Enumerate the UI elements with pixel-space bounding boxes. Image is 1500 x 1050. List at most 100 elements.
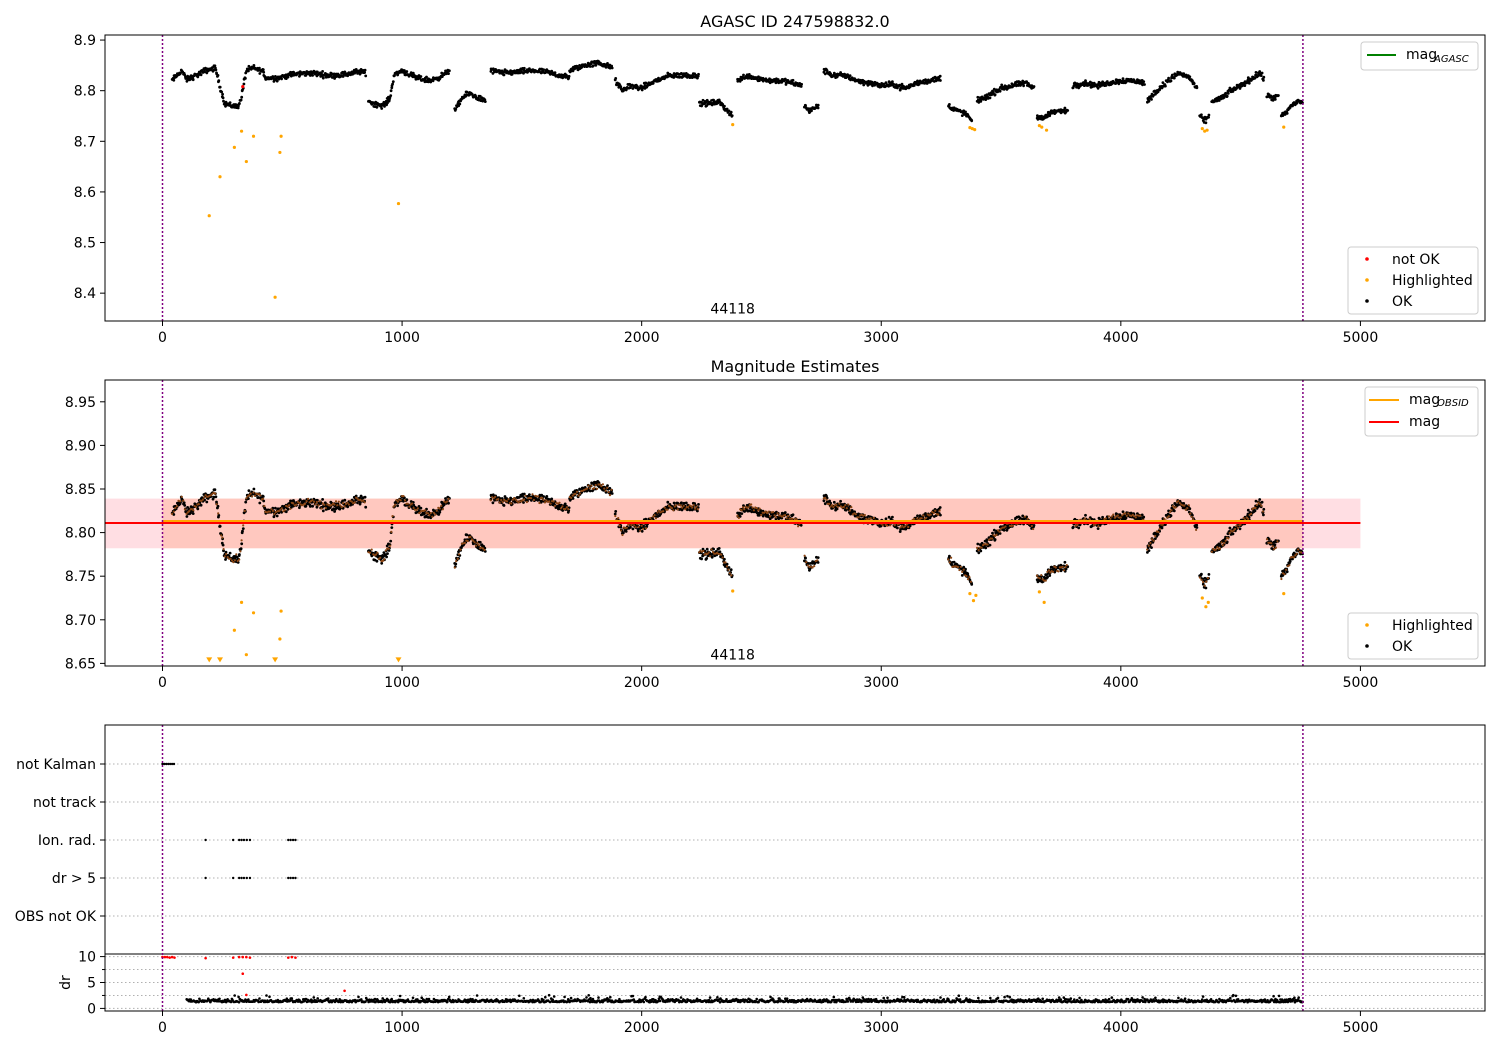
obsid-point [607, 491, 610, 494]
ok-point [804, 104, 807, 107]
ok-point [651, 81, 655, 85]
obsid-point [653, 514, 656, 517]
obsid-point [893, 524, 896, 527]
obsid-point [666, 508, 669, 511]
obsid-point [1169, 510, 1172, 513]
obsid-point [379, 556, 382, 559]
highlighted-point [1042, 600, 1046, 604]
obsid-point [1065, 564, 1068, 567]
ok-point [196, 507, 200, 511]
ok-point [712, 547, 715, 551]
ok-point [799, 85, 803, 88]
obsid-point [238, 558, 241, 561]
obsid-point [320, 507, 323, 510]
y-tick-label: 8.9 [74, 33, 96, 49]
obsid-point [543, 501, 547, 504]
obsid-point [578, 492, 582, 495]
obsid-point [1184, 508, 1187, 511]
obsid-point [1004, 525, 1007, 528]
obsid-point [524, 494, 527, 497]
obsid-point [447, 497, 450, 500]
obsid-point [755, 507, 758, 510]
obsid-point [825, 498, 828, 501]
ok-point [979, 549, 983, 553]
obsid-point [1116, 514, 1119, 517]
obsid-point [1300, 551, 1303, 554]
obsid-point [784, 514, 787, 517]
obsid-point [1258, 502, 1261, 505]
obsid-point [561, 505, 564, 508]
highlighted-point [731, 122, 735, 127]
obsid-point [342, 502, 345, 505]
ok-point [321, 498, 324, 501]
obsid-point [440, 504, 443, 507]
legend-subscript-agasc: AGASC [1433, 54, 1469, 65]
x-tick-label: 1000 [384, 330, 420, 346]
obsid-point [727, 568, 730, 571]
obsid-point [1288, 564, 1291, 567]
obsid-point [466, 539, 469, 543]
obsid-point [1110, 515, 1113, 518]
ok-point [389, 539, 393, 543]
ok-point [938, 74, 942, 78]
ok-point [816, 561, 820, 564]
ok-point [740, 512, 744, 515]
obsid-point [950, 556, 953, 559]
ok-point [644, 81, 648, 85]
obsid-point [411, 502, 414, 505]
obsid-point [675, 504, 678, 507]
obsid-point [387, 547, 390, 550]
ok-point [172, 78, 176, 82]
highlighted-point [232, 628, 236, 632]
obsid-point [684, 508, 687, 511]
ok-point [393, 74, 396, 77]
ok-point [1200, 572, 1203, 576]
obsid-point [1026, 517, 1029, 520]
obsid-point [574, 492, 577, 495]
obsid-point [243, 509, 246, 512]
obsid-point [1157, 530, 1160, 534]
obsid-point [428, 514, 431, 517]
panel-title: AGASC ID 247598832.0 [700, 12, 889, 31]
obsid-point [806, 564, 809, 567]
ok-point [405, 70, 409, 73]
ok-point [1247, 81, 1251, 85]
obsid-point [283, 509, 286, 512]
obsid-point [832, 505, 835, 509]
obsid-point [803, 554, 806, 557]
obsid-point [889, 524, 892, 527]
ok-point [363, 71, 366, 74]
obsid-point [402, 495, 405, 498]
ok-point [1200, 113, 1203, 117]
obsid-point [217, 512, 220, 515]
ok-point [960, 574, 964, 577]
obsid-point [962, 568, 965, 571]
obsid-point [483, 548, 486, 552]
ok-point [829, 72, 832, 75]
obsid-point [743, 508, 746, 511]
obsid-point [998, 530, 1001, 533]
legend-label: Highlighted [1392, 618, 1473, 634]
obsid-point [757, 509, 760, 512]
flag-point [204, 876, 207, 880]
obsid-point [980, 546, 983, 549]
ok-point [465, 533, 469, 537]
ok-point [363, 68, 367, 72]
ok-point [1147, 99, 1151, 103]
obsid-point [1054, 566, 1057, 569]
ok-point [242, 82, 246, 86]
obsid-point [959, 565, 962, 568]
ok-point [862, 83, 866, 87]
x-tick-label: 4000 [1103, 675, 1139, 691]
flag-point [237, 838, 241, 842]
ok-point [1060, 568, 1063, 572]
obsid-point [1127, 512, 1130, 515]
obsid-point [262, 497, 265, 500]
obsid-point [1134, 516, 1137, 519]
obsid-point [925, 516, 928, 519]
obsid-point [280, 507, 283, 510]
highlighted-point [1200, 127, 1204, 131]
obsid-point [1297, 548, 1300, 551]
ok-point [1084, 79, 1087, 83]
obsid-point [298, 501, 301, 504]
